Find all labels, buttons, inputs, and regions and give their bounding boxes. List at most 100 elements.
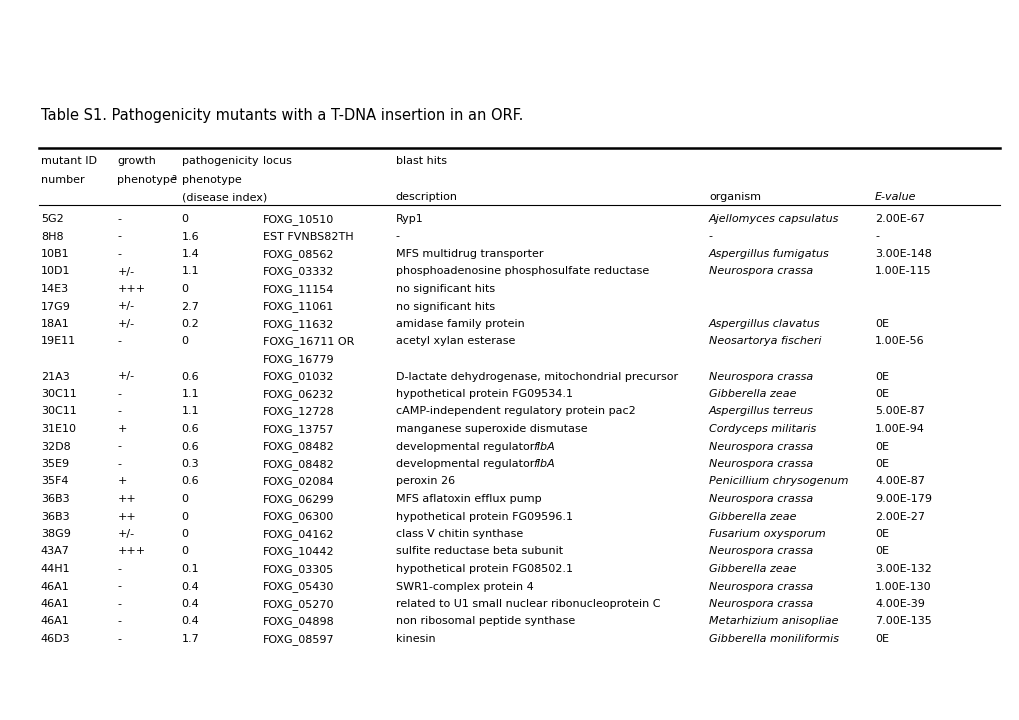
Text: class V chitin synthase: class V chitin synthase [395,529,523,539]
Text: 0.6: 0.6 [181,441,199,451]
Text: 0E: 0E [874,546,889,557]
Text: +++: +++ [117,284,146,294]
Text: 0E: 0E [874,441,889,451]
Text: 44H1: 44H1 [41,564,70,574]
Text: -: - [117,634,121,644]
Text: Neurospora crassa: Neurospora crassa [708,459,812,469]
Text: 4.00E-87: 4.00E-87 [874,477,924,487]
Text: developmental regulator: developmental regulator [395,441,537,451]
Text: 0.3: 0.3 [181,459,199,469]
Text: FOXG_01032: FOXG_01032 [263,372,334,382]
Text: EST FVNBS82TH: EST FVNBS82TH [263,232,354,241]
Text: 0E: 0E [874,634,889,644]
Text: FOXG_03332: FOXG_03332 [263,266,334,277]
Text: -: - [395,232,399,241]
Text: Neurospora crassa: Neurospora crassa [708,494,812,504]
Text: 35E9: 35E9 [41,459,69,469]
Text: Neurospora crassa: Neurospora crassa [708,546,812,557]
Text: 0.1: 0.1 [181,564,199,574]
Text: 2.00E-27: 2.00E-27 [874,511,924,521]
Text: Gibberella zeae: Gibberella zeae [708,511,796,521]
Text: ++: ++ [117,511,136,521]
Text: 0E: 0E [874,389,889,399]
Text: 46A1: 46A1 [41,599,69,609]
Text: 36B3: 36B3 [41,511,69,521]
Text: Table S1. Pathogenicity mutants with a T-DNA insertion in an ORF.: Table S1. Pathogenicity mutants with a T… [41,108,523,123]
Text: 0: 0 [181,546,189,557]
Text: developmental regulator: developmental regulator [395,459,537,469]
Text: 0E: 0E [874,319,889,329]
Text: 1.00E-115: 1.00E-115 [874,266,931,276]
Text: 35F4: 35F4 [41,477,68,487]
Text: phosphoadenosine phosphosulfate reductase: phosphoadenosine phosphosulfate reductas… [395,266,648,276]
Text: 0.6: 0.6 [181,424,199,434]
Text: description: description [395,192,458,202]
Text: kinesin: kinesin [395,634,435,644]
Text: Fusarium oxysporum: Fusarium oxysporum [708,529,824,539]
Text: MFS aflatoxin efflux pump: MFS aflatoxin efflux pump [395,494,541,504]
Text: Cordyceps militaris: Cordyceps militaris [708,424,815,434]
Text: flbA: flbA [532,441,554,451]
Text: -: - [117,336,121,346]
Text: mutant ID: mutant ID [41,156,97,166]
Text: hypothetical protein FG08502.1: hypothetical protein FG08502.1 [395,564,573,574]
Text: 0.4: 0.4 [181,582,199,592]
Text: 4.00E-39: 4.00E-39 [874,599,924,609]
Text: 46A1: 46A1 [41,582,69,592]
Text: 38G9: 38G9 [41,529,70,539]
Text: 0E: 0E [874,459,889,469]
Text: Metarhizium anisopliae: Metarhizium anisopliae [708,616,838,626]
Text: Neurospora crassa: Neurospora crassa [708,266,812,276]
Text: FOXG_05430: FOXG_05430 [263,582,334,593]
Text: FOXG_11632: FOXG_11632 [263,319,334,330]
Text: a: a [171,173,176,182]
Text: 43A7: 43A7 [41,546,69,557]
Text: 0: 0 [181,529,189,539]
Text: FOXG_06232: FOXG_06232 [263,389,334,400]
Text: 0.4: 0.4 [181,616,199,626]
Text: 1.00E-94: 1.00E-94 [874,424,924,434]
Text: pathogenicity: pathogenicity [181,156,258,166]
Text: blast hits: blast hits [395,156,446,166]
Text: +/-: +/- [117,529,135,539]
Text: 1.1: 1.1 [181,407,199,416]
Text: Neurospora crassa: Neurospora crassa [708,441,812,451]
Text: FOXG_05270: FOXG_05270 [263,599,334,610]
Text: E-value: E-value [874,192,916,202]
Text: no significant hits: no significant hits [395,284,494,294]
Text: 19E11: 19E11 [41,336,75,346]
Text: FOXG_08482: FOXG_08482 [263,441,334,452]
Text: ++: ++ [117,494,136,504]
Text: FOXG_08482: FOXG_08482 [263,459,334,470]
Text: 1.00E-130: 1.00E-130 [874,582,931,592]
Text: FOXG_04162: FOXG_04162 [263,529,334,540]
Text: 0.6: 0.6 [181,372,199,382]
Text: 30C11: 30C11 [41,407,76,416]
Text: FOXG_16779: FOXG_16779 [263,354,334,365]
Text: sulfite reductase beta subunit: sulfite reductase beta subunit [395,546,562,557]
Text: Gibberella zeae: Gibberella zeae [708,389,796,399]
Text: hypothetical protein FG09596.1: hypothetical protein FG09596.1 [395,511,573,521]
Text: FOXG_08597: FOXG_08597 [263,634,334,645]
Text: 17G9: 17G9 [41,302,70,312]
Text: 0: 0 [181,214,189,224]
Text: +/-: +/- [117,266,135,276]
Text: Aspergillus terreus: Aspergillus terreus [708,407,813,416]
Text: amidase family protein: amidase family protein [395,319,524,329]
Text: -: - [117,616,121,626]
Text: no significant hits: no significant hits [395,302,494,312]
Text: +/-: +/- [117,372,135,382]
Text: MFS multidrug transporter: MFS multidrug transporter [395,249,543,259]
Text: FOXG_06299: FOXG_06299 [263,494,334,505]
Text: 9.00E-179: 9.00E-179 [874,494,931,504]
Text: 0: 0 [181,511,189,521]
Text: 18A1: 18A1 [41,319,69,329]
Text: 32D8: 32D8 [41,441,70,451]
Text: 5G2: 5G2 [41,214,63,224]
Text: -: - [708,232,712,241]
Text: FOXG_06300: FOXG_06300 [263,511,334,523]
Text: -: - [117,582,121,592]
Text: acetyl xylan esterase: acetyl xylan esterase [395,336,515,346]
Text: 0.6: 0.6 [181,477,199,487]
Text: 46D3: 46D3 [41,634,70,644]
